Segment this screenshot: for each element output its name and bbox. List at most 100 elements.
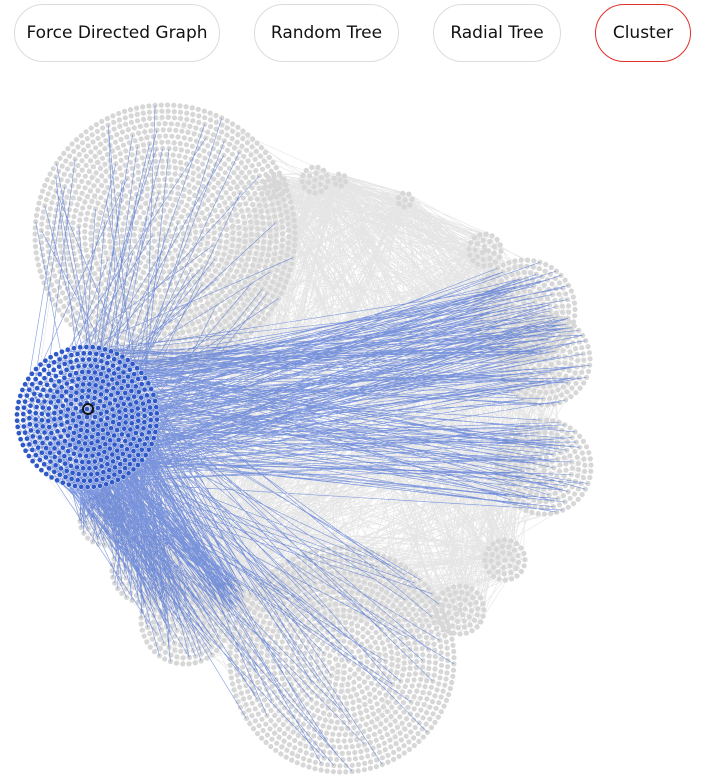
graph-node[interactable] <box>205 188 211 194</box>
graph-node[interactable] <box>388 649 394 655</box>
graph-node[interactable] <box>416 720 422 726</box>
graph-node[interactable] <box>447 592 453 598</box>
graph-node[interactable] <box>375 591 381 597</box>
graph-node[interactable] <box>73 189 79 195</box>
graph-node[interactable] <box>332 558 338 564</box>
graph-node[interactable] <box>414 701 421 707</box>
graph-node[interactable] <box>544 417 550 423</box>
graph-node[interactable] <box>270 279 276 285</box>
graph-node[interactable] <box>95 276 101 282</box>
graph-node[interactable] <box>543 390 549 396</box>
graph-node[interactable] <box>95 313 101 319</box>
graph-node[interactable] <box>45 224 51 230</box>
graph-node[interactable] <box>22 381 28 388</box>
graph-node[interactable] <box>536 266 543 272</box>
graph-node[interactable] <box>218 628 224 634</box>
graph-node[interactable] <box>396 753 402 760</box>
graph-node[interactable] <box>379 755 385 761</box>
graph-node[interactable] <box>406 746 412 753</box>
graph-node[interactable] <box>521 288 527 294</box>
graph-node[interactable] <box>324 172 330 178</box>
graph-node[interactable] <box>75 301 81 307</box>
graph-node[interactable] <box>177 272 183 279</box>
graph-node[interactable] <box>227 211 233 217</box>
graph-node[interactable] <box>577 433 583 439</box>
graph-node[interactable] <box>527 270 534 276</box>
graph-node[interactable] <box>234 184 240 190</box>
graph-node[interactable] <box>171 140 177 146</box>
graph-node[interactable] <box>374 757 380 763</box>
graph-node[interactable] <box>49 282 55 288</box>
graph-node[interactable] <box>224 233 230 239</box>
graph-node[interactable] <box>88 440 95 447</box>
graph-node[interactable] <box>37 268 43 274</box>
graph-node[interactable] <box>57 433 64 440</box>
graph-node[interactable] <box>299 688 306 694</box>
graph-node[interactable] <box>553 286 559 292</box>
graph-node[interactable] <box>567 495 573 501</box>
graph-node[interactable] <box>65 432 71 439</box>
graph-node[interactable] <box>73 370 79 376</box>
graph-node[interactable] <box>236 224 242 231</box>
graph-node[interactable] <box>379 712 385 719</box>
graph-node[interactable] <box>463 630 469 636</box>
graph-node[interactable] <box>204 655 210 661</box>
graph-node[interactable] <box>480 237 486 243</box>
graph-node[interactable] <box>482 247 488 253</box>
graph-node[interactable] <box>438 669 444 675</box>
graph-node[interactable] <box>208 117 214 123</box>
graph-node[interactable] <box>391 613 398 619</box>
graph-node[interactable] <box>54 428 61 435</box>
graph-node[interactable] <box>528 321 534 327</box>
graph-node[interactable] <box>174 654 180 660</box>
graph-node[interactable] <box>245 274 251 280</box>
graph-node[interactable] <box>105 474 112 480</box>
graph-node[interactable] <box>85 368 92 375</box>
graph-node[interactable] <box>89 175 95 181</box>
graph-node[interactable] <box>141 413 148 419</box>
graph-node[interactable] <box>414 627 420 634</box>
graph-node[interactable] <box>32 243 39 250</box>
graph-node[interactable] <box>210 297 216 303</box>
graph-node[interactable] <box>572 448 578 455</box>
graph-node[interactable] <box>135 411 142 418</box>
graph-node[interactable] <box>168 287 175 293</box>
graph-node[interactable] <box>281 197 287 203</box>
graph-node[interactable] <box>574 454 580 460</box>
graph-node[interactable] <box>481 607 487 613</box>
graph-node[interactable] <box>320 710 327 716</box>
graph-node[interactable] <box>585 344 591 350</box>
graph-node[interactable] <box>99 182 105 189</box>
graph-node[interactable] <box>84 422 90 428</box>
graph-node[interactable] <box>320 547 326 553</box>
graph-node[interactable] <box>259 735 265 741</box>
graph-node[interactable] <box>253 250 259 256</box>
graph-node[interactable] <box>189 217 195 223</box>
graph-node[interactable] <box>416 617 423 623</box>
graph-node[interactable] <box>135 376 142 382</box>
graph-node[interactable] <box>200 252 206 258</box>
graph-node[interactable] <box>115 246 121 253</box>
graph-node[interactable] <box>112 397 118 403</box>
graph-node[interactable] <box>153 171 159 177</box>
graph-node[interactable] <box>185 212 191 218</box>
graph-node[interactable] <box>38 234 44 240</box>
graph-node[interactable] <box>277 181 283 187</box>
graph-node[interactable] <box>149 636 155 642</box>
graph-node[interactable] <box>110 148 116 154</box>
graph-node[interactable] <box>97 253 103 259</box>
graph-node[interactable] <box>580 475 587 481</box>
graph-node[interactable] <box>160 226 166 232</box>
graph-node[interactable] <box>556 280 563 286</box>
graph-node[interactable] <box>360 671 366 677</box>
graph-node[interactable] <box>260 727 266 734</box>
graph-node[interactable] <box>407 689 413 695</box>
graph-node[interactable] <box>164 300 170 306</box>
graph-node[interactable] <box>341 738 347 744</box>
graph-node[interactable] <box>435 714 441 720</box>
graph-node[interactable] <box>462 606 468 612</box>
graph-node[interactable] <box>559 303 566 309</box>
graph-node[interactable] <box>480 257 486 263</box>
graph-node[interactable] <box>272 722 278 728</box>
graph-node[interactable] <box>291 577 297 583</box>
